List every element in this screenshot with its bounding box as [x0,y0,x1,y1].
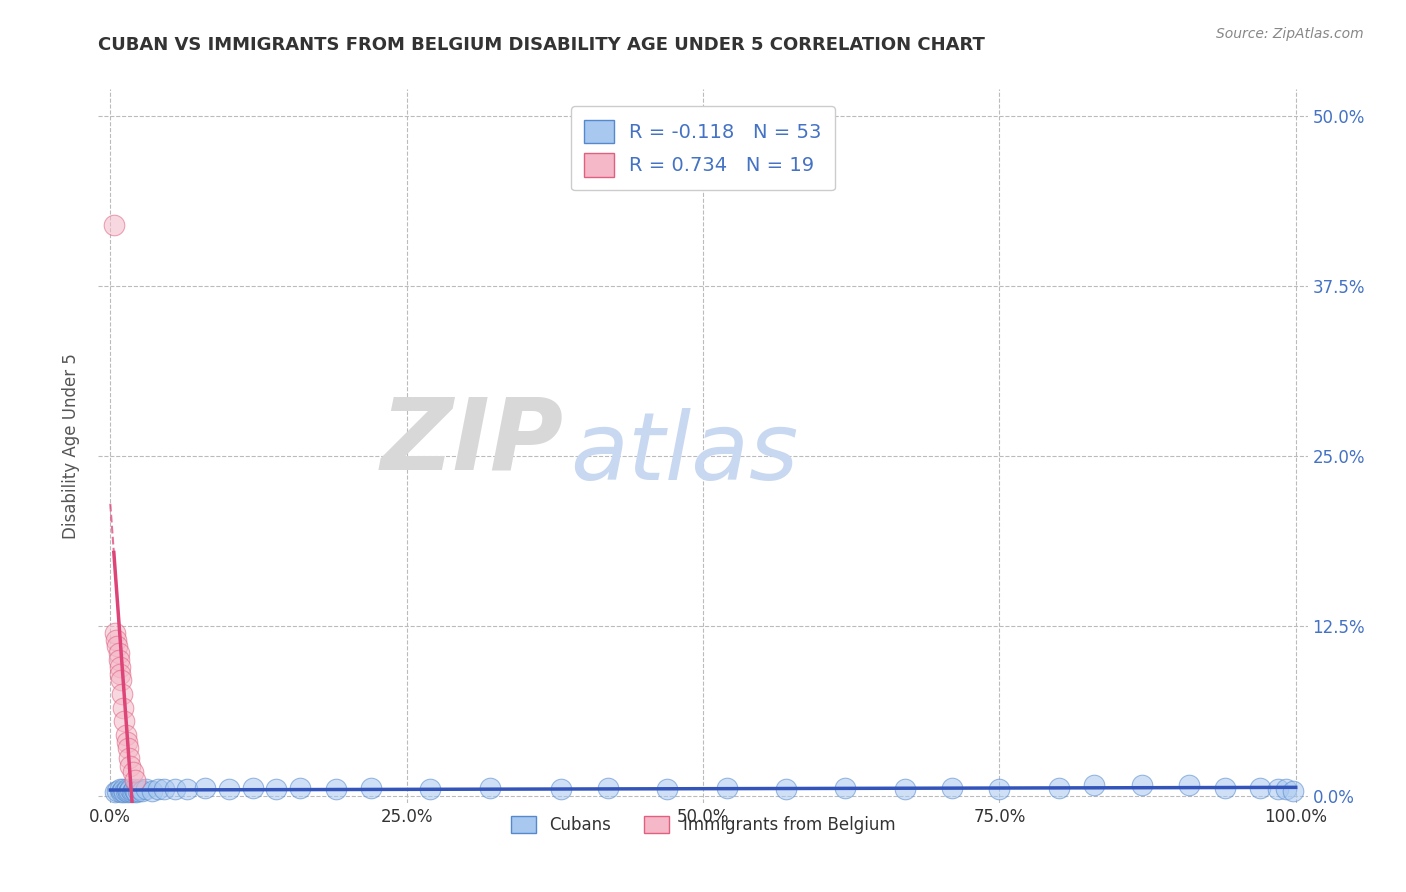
Point [1249,780,1271,795]
Point [120,782,142,797]
Point [118,783,141,797]
Point [121,783,143,797]
Point [152,782,174,797]
Point [112,782,135,797]
Point [135,782,157,797]
Point [716,780,738,795]
Point [108,782,131,797]
Point [194,780,217,795]
Point [121,785,143,799]
Point [110,785,132,799]
Point [105,640,128,654]
Text: atlas: atlas [569,408,799,499]
Y-axis label: Disability Age Under 5: Disability Age Under 5 [62,353,80,539]
Point [114,714,136,729]
Point [1267,782,1289,797]
Point [114,783,136,797]
Point [1083,778,1105,792]
Point [107,646,129,660]
Point [325,782,347,797]
Point [1275,782,1298,797]
Point [110,673,132,688]
Point [141,783,163,797]
Point [131,783,153,797]
Point [419,782,441,797]
Point [115,782,138,797]
Point [121,764,143,779]
Point [1047,780,1070,795]
Point [118,751,141,765]
Point [146,782,169,797]
Point [114,785,136,799]
Text: Source: ZipAtlas.com: Source: ZipAtlas.com [1216,27,1364,41]
Point [360,780,382,795]
Point [111,783,134,797]
Point [1282,783,1305,797]
Point [218,782,240,797]
Point [1213,780,1236,795]
Point [108,666,131,681]
Point [104,785,127,799]
Point [657,782,679,797]
Legend: Cubans, Immigrants from Belgium: Cubans, Immigrants from Belgium [505,809,901,841]
Point [107,653,129,667]
Point [1178,778,1201,792]
Point [117,785,139,799]
Text: CUBAN VS IMMIGRANTS FROM BELGIUM DISABILITY AGE UNDER 5 CORRELATION CHART: CUBAN VS IMMIGRANTS FROM BELGIUM DISABIL… [98,36,986,54]
Point [117,741,139,756]
Point [105,783,128,797]
Point [115,734,138,748]
Point [127,783,149,797]
Point [122,782,145,797]
Text: ZIP: ZIP [381,394,564,491]
Point [114,728,136,742]
Point [103,218,125,232]
Point [111,687,134,701]
Point [988,782,1011,797]
Point [478,780,501,795]
Point [124,772,146,787]
Point [1130,778,1153,792]
Point [893,782,915,797]
Point [775,782,797,797]
Point [165,782,187,797]
Point [105,632,128,647]
Point [288,780,311,795]
Point [112,700,135,714]
Point [125,785,148,799]
Point [264,782,287,797]
Point [941,780,963,795]
Point [550,782,572,797]
Point [129,782,152,797]
Point [176,782,198,797]
Point [242,780,264,795]
Point [104,626,127,640]
Point [124,783,146,797]
Point [598,780,620,795]
Point [108,660,131,674]
Point [120,759,142,773]
Point [834,780,856,795]
